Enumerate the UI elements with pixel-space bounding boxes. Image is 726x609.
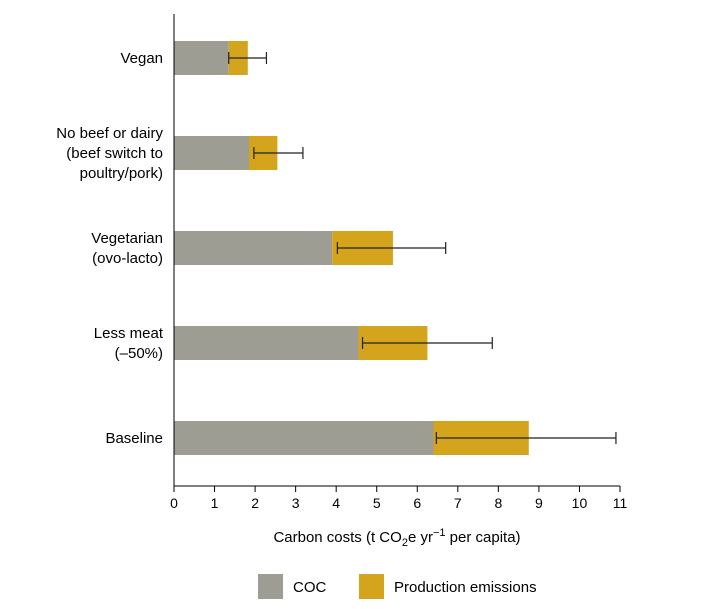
x-axis-title-mid: e yr xyxy=(408,529,433,546)
x-tick-label-10: 10 xyxy=(572,495,588,511)
x-tick-label-8: 8 xyxy=(494,495,502,511)
x-tick-label-4: 4 xyxy=(332,495,340,511)
category-label-1-1: (beef switch to xyxy=(66,145,163,162)
x-ticks-group: 0 1 2 3 4 5 6 7 8 9 10 11 xyxy=(170,486,627,511)
x-tick-label-2: 2 xyxy=(251,495,259,511)
x-tick-label-1: 1 xyxy=(211,495,219,511)
bars-group xyxy=(174,41,529,455)
x-axis-title-sub: 2 xyxy=(402,537,408,549)
category-labels-group: Vegan No beef or dairy (beef switch to poul… xyxy=(56,50,164,447)
bar-coc-4 xyxy=(174,421,434,455)
legend-swatch-coc xyxy=(258,574,283,599)
legend-label-coc: COC xyxy=(293,579,327,596)
x-tick-label-0: 0 xyxy=(170,495,178,511)
error-bars-group xyxy=(228,52,617,444)
bar-coc-3 xyxy=(174,326,359,360)
category-label-4-0: Baseline xyxy=(105,430,163,447)
x-tick-label-3: 3 xyxy=(292,495,300,511)
x-axis-title: Carbon costs (t CO2e yr−1 per capita) xyxy=(273,527,520,549)
category-label-1-0: No beef or dairy xyxy=(56,125,163,142)
bar-coc-2 xyxy=(174,231,333,265)
x-tick-label-9: 9 xyxy=(535,495,543,511)
x-axis-title-prefix: Carbon costs (t CO xyxy=(273,529,401,546)
category-label-2-0: Vegetarian xyxy=(91,230,163,247)
category-label-3-1: (–50%) xyxy=(115,345,163,362)
category-label-3-0: Less meat xyxy=(94,325,164,342)
category-label-2-1: (ovo-lacto) xyxy=(92,250,163,267)
bar-coc-0 xyxy=(174,41,229,75)
x-tick-label-7: 7 xyxy=(454,495,462,511)
legend-swatch-production xyxy=(359,574,384,599)
category-label-0-0: Vegan xyxy=(120,50,163,67)
bar-coc-1 xyxy=(174,136,250,170)
x-axis-title-suffix: per capita) xyxy=(446,529,521,546)
x-tick-label-11: 11 xyxy=(613,495,628,511)
x-tick-label-6: 6 xyxy=(413,495,421,511)
legend-label-production: Production emissions xyxy=(394,579,537,596)
legend: COC Production emissions xyxy=(258,574,537,599)
x-tick-label-5: 5 xyxy=(373,495,381,511)
x-axis-title-sup: −1 xyxy=(433,527,446,539)
category-label-1-2: poultry/pork) xyxy=(80,165,163,182)
